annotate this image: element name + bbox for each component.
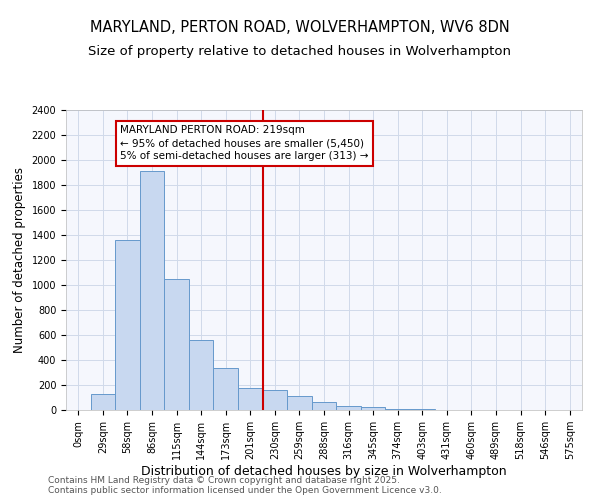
Bar <box>214 368 238 410</box>
Text: Size of property relative to detached houses in Wolverhampton: Size of property relative to detached ho… <box>89 45 511 58</box>
Text: MARYLAND, PERTON ROAD, WOLVERHAMPTON, WV6 8DN: MARYLAND, PERTON ROAD, WOLVERHAMPTON, WV… <box>90 20 510 35</box>
Bar <box>140 171 164 410</box>
Y-axis label: Number of detached properties: Number of detached properties <box>13 167 26 353</box>
Bar <box>91 394 115 410</box>
Bar <box>115 240 140 410</box>
Text: MARYLAND PERTON ROAD: 219sqm
← 95% of detached houses are smaller (5,450)
5% of : MARYLAND PERTON ROAD: 219sqm ← 95% of de… <box>120 125 368 162</box>
Bar <box>189 340 214 410</box>
Bar <box>336 406 361 410</box>
Bar <box>312 402 336 410</box>
Bar <box>287 396 312 410</box>
Bar <box>263 390 287 410</box>
X-axis label: Distribution of detached houses by size in Wolverhampton: Distribution of detached houses by size … <box>141 465 507 478</box>
Bar <box>164 279 189 410</box>
Text: Contains HM Land Registry data © Crown copyright and database right 2025.
Contai: Contains HM Land Registry data © Crown c… <box>48 476 442 495</box>
Bar <box>361 407 385 410</box>
Bar <box>238 388 263 410</box>
